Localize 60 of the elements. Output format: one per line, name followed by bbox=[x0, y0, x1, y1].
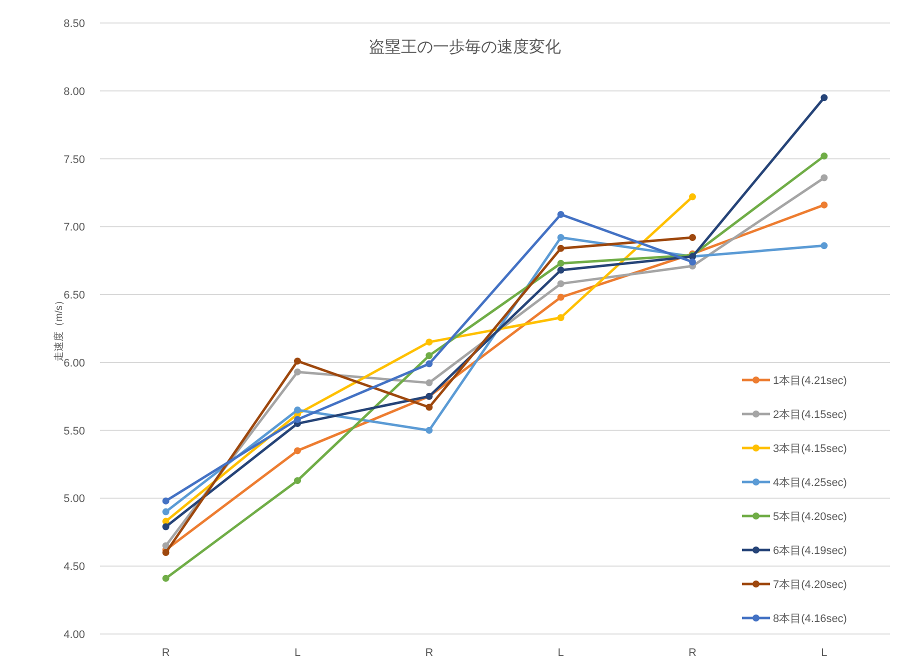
x-tick-label: L bbox=[558, 647, 564, 659]
point bbox=[557, 314, 564, 322]
legend-label: 2本目(4.15sec) bbox=[773, 408, 847, 421]
point bbox=[689, 258, 696, 266]
y-tick-label: 4.50 bbox=[64, 561, 85, 574]
point bbox=[557, 234, 564, 242]
point bbox=[557, 244, 564, 252]
y-tick-label: 6.00 bbox=[64, 357, 85, 370]
y-tick-label: 8.50 bbox=[64, 18, 85, 30]
point bbox=[557, 210, 564, 218]
point bbox=[820, 242, 828, 250]
point bbox=[820, 94, 828, 102]
point bbox=[294, 406, 301, 414]
point bbox=[557, 294, 564, 301]
point bbox=[689, 234, 696, 242]
y-tick-label: 7.50 bbox=[64, 154, 85, 166]
point bbox=[294, 358, 301, 365]
point bbox=[294, 477, 301, 484]
y-axis-title: 走速度（m/s） bbox=[53, 295, 65, 362]
point bbox=[426, 379, 433, 386]
legend-label: 1本目(4.21sec) bbox=[773, 374, 847, 387]
point bbox=[294, 368, 301, 376]
point bbox=[162, 523, 170, 530]
point bbox=[294, 447, 301, 454]
y-tick-label: 7.00 bbox=[64, 222, 85, 234]
point bbox=[820, 174, 828, 182]
point bbox=[820, 201, 828, 208]
legend-label: 8本目(4.16sec) bbox=[773, 612, 847, 625]
point bbox=[162, 497, 170, 504]
point bbox=[820, 152, 828, 160]
y-tick-label: 6.50 bbox=[64, 290, 85, 302]
legend-label: 6本目(4.19sec) bbox=[773, 544, 847, 557]
point bbox=[557, 260, 564, 267]
legend-label: 3本目(4.15sec) bbox=[773, 442, 847, 455]
legend-label: 7本目(4.20sec) bbox=[773, 578, 847, 591]
y-tick-label: 8.00 bbox=[64, 86, 85, 98]
x-tick-label: L bbox=[294, 647, 301, 659]
point bbox=[557, 266, 564, 274]
legend-label: 4本目(4.25sec) bbox=[773, 476, 847, 489]
point bbox=[426, 426, 433, 434]
point bbox=[162, 574, 170, 582]
point bbox=[162, 549, 170, 556]
text: 盗塁王の一歩毎の速度変化 bbox=[369, 38, 561, 56]
y-tick-label: 5.00 bbox=[64, 493, 85, 506]
point bbox=[426, 360, 433, 368]
point bbox=[162, 508, 170, 516]
point bbox=[426, 352, 433, 360]
x-tick-label: R bbox=[425, 647, 434, 659]
point bbox=[162, 542, 170, 550]
point bbox=[294, 416, 301, 423]
y-tick-label: 5.50 bbox=[64, 425, 85, 438]
y-tick-label: 4.00 bbox=[64, 629, 85, 641]
point bbox=[426, 338, 433, 346]
x-tick-label: R bbox=[162, 647, 170, 659]
legend-label: 5本目(4.20sec) bbox=[773, 510, 847, 523]
x-tick-label: L bbox=[821, 647, 828, 659]
point bbox=[426, 404, 433, 411]
point bbox=[557, 280, 564, 288]
x-tick-label: R bbox=[688, 647, 697, 659]
point bbox=[689, 193, 696, 200]
